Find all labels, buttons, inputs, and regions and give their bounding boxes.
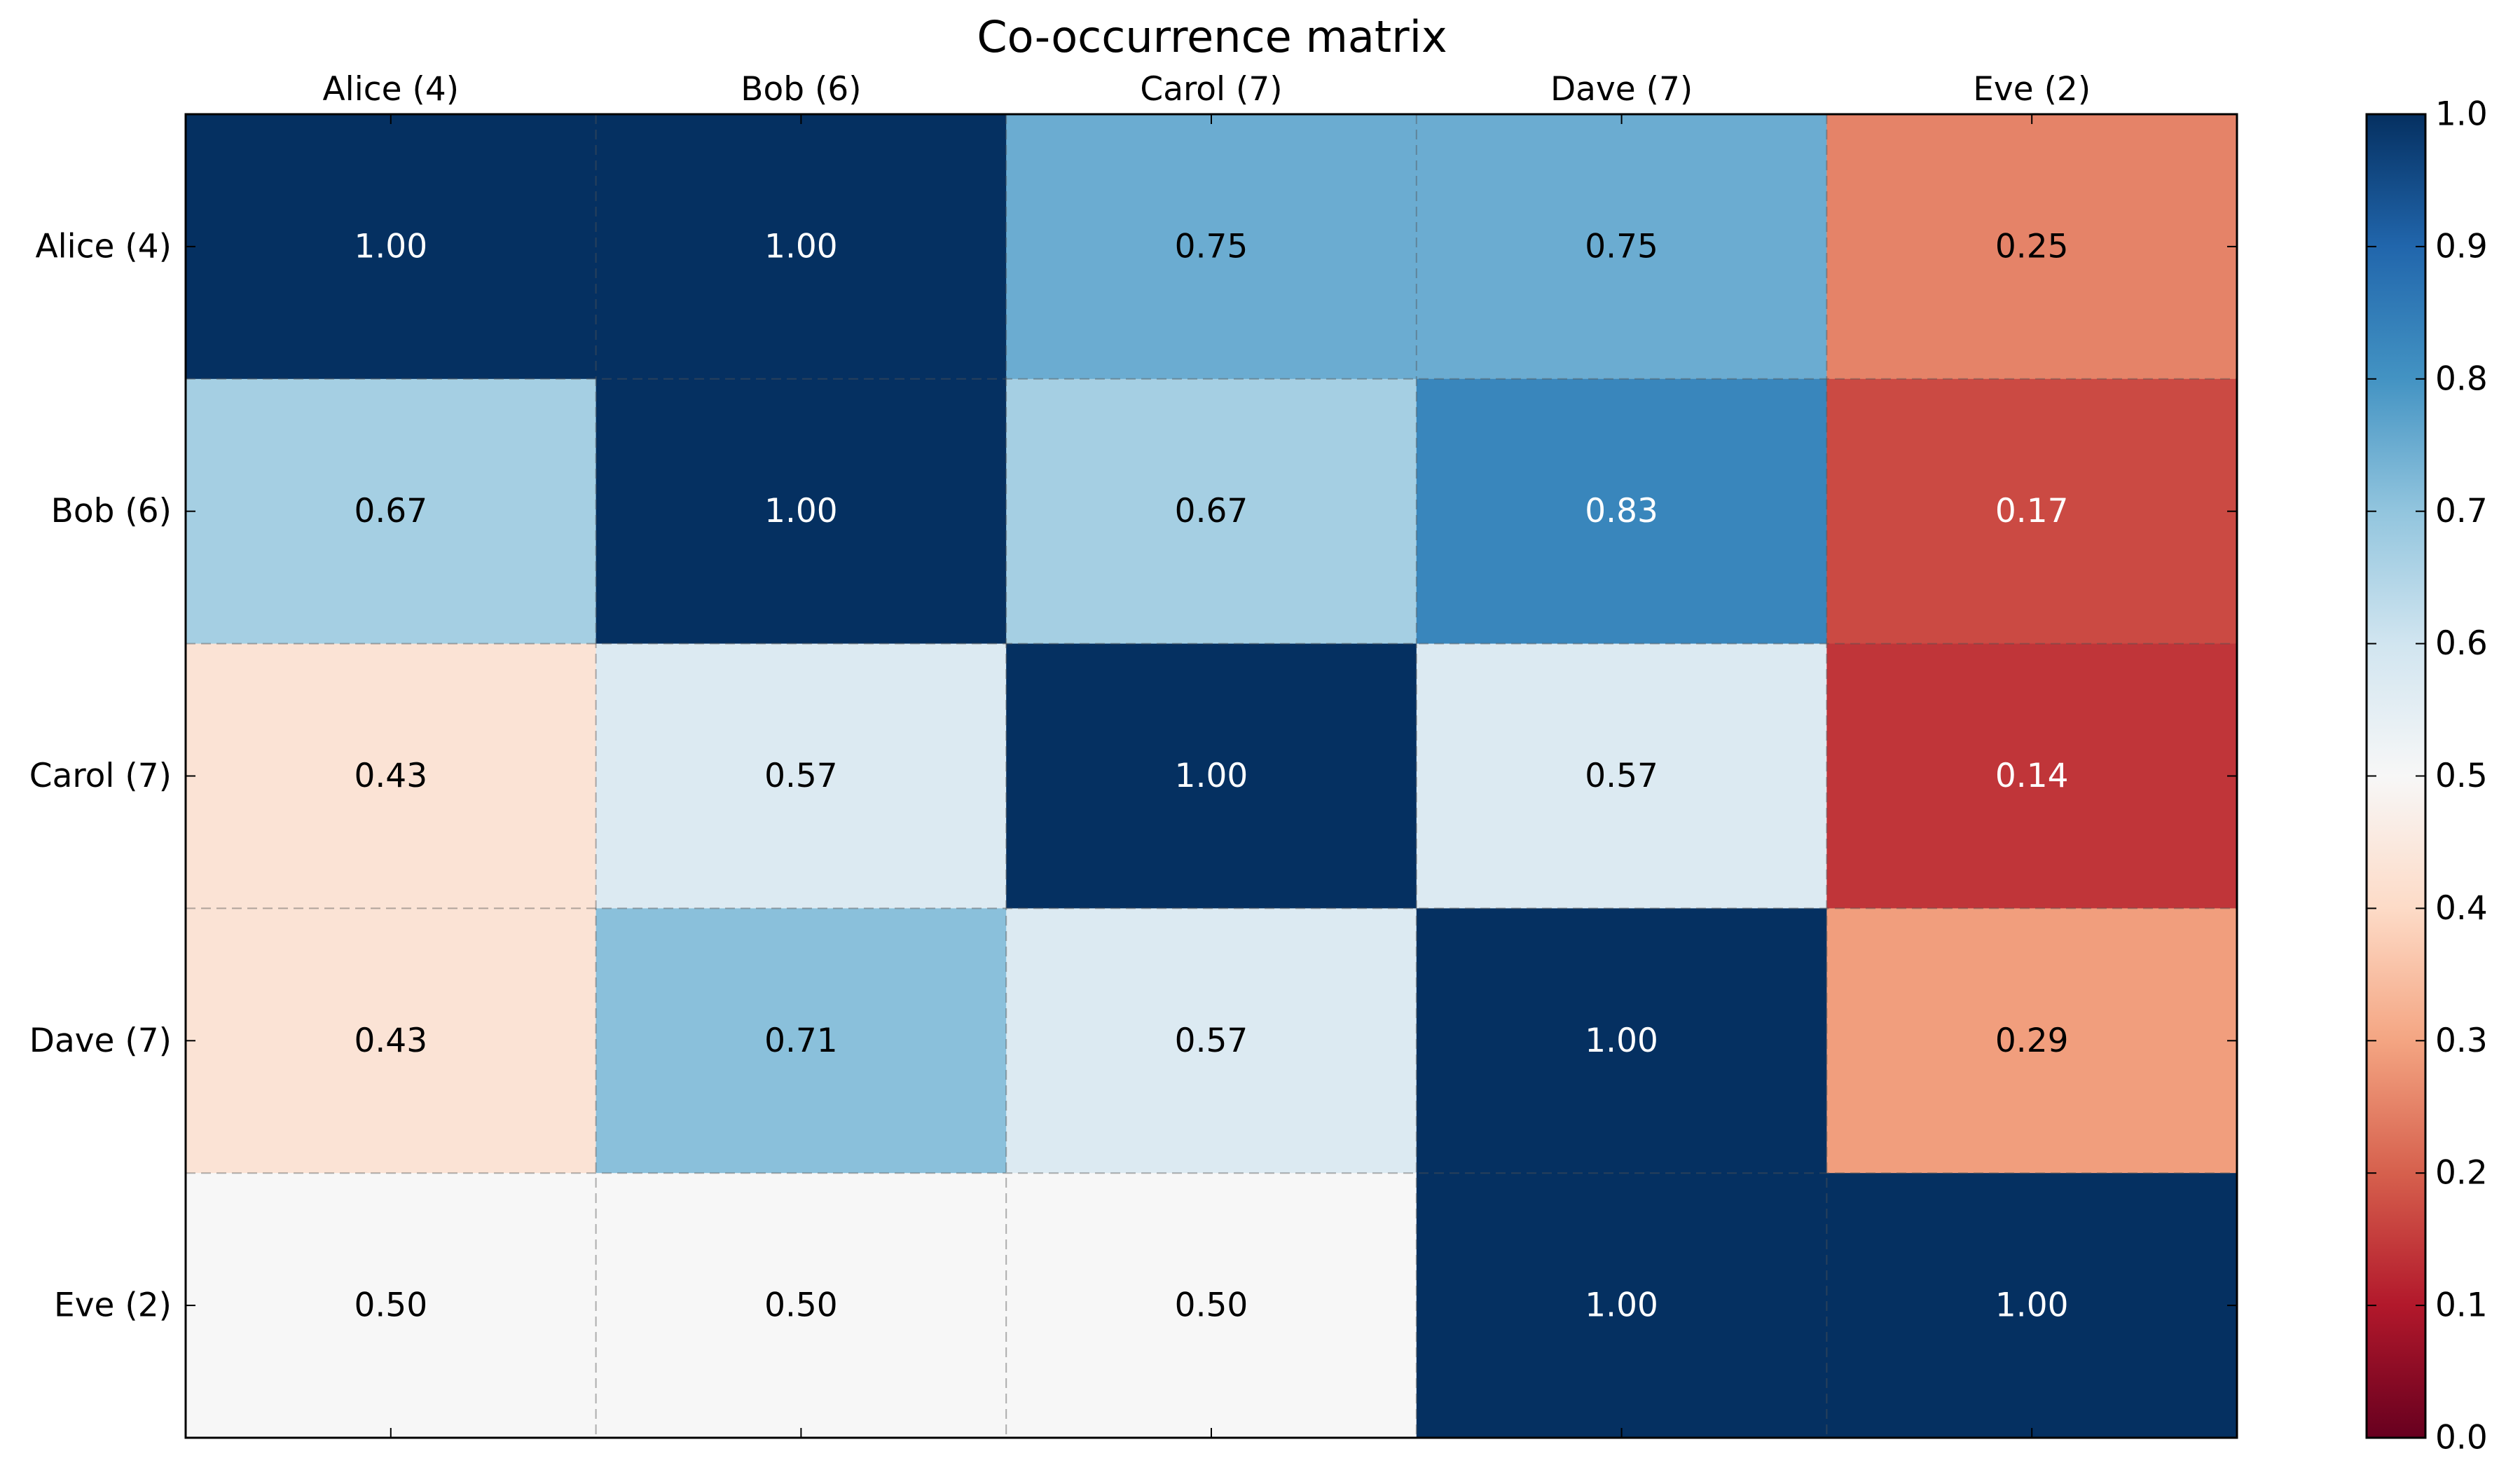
heatmap-cell [1416, 643, 1827, 909]
colorbar-tick-label: 0.2 [2435, 1154, 2488, 1193]
cell-value-label: 0.14 [1995, 757, 2069, 795]
heatmap-cell [595, 1173, 1007, 1438]
colorbar-tick-label: 0.8 [2435, 359, 2488, 398]
heatmap-cell [186, 908, 597, 1174]
heatmap-cell [186, 643, 597, 909]
heatmap-grid [186, 114, 2237, 1438]
heatmap-cell [1826, 643, 2238, 909]
colorbar-tick-label: 0.5 [2435, 757, 2488, 795]
y-axis-ticks: Alice (4) Bob (6) Carol (7) Dave (7) Eve (2) [29, 227, 2237, 1325]
colorbar-tick-label: 0.7 [2435, 492, 2488, 530]
cell-value-label: 0.50 [764, 1286, 838, 1325]
heatmap-cell [1006, 908, 1417, 1174]
cell-value-label: 0.29 [1995, 1022, 2069, 1060]
colorbar-tick-label: 0.4 [2435, 889, 2488, 928]
heatmap-cell [1416, 1173, 1827, 1438]
cell-value-label: 0.50 [1175, 1286, 1248, 1325]
heatmap-cell [1826, 378, 2238, 645]
heatmap-cell [1006, 643, 1417, 909]
chart-title: Co-occurrence matrix [977, 11, 1447, 62]
cell-value-label: 1.00 [1995, 1286, 2069, 1325]
cell-value-label: 1.00 [1585, 1286, 1658, 1325]
y-tick-label: Dave (7) [29, 1022, 172, 1060]
x-tick-label: Carol (7) [1140, 70, 1282, 109]
heatmap-cell [186, 378, 597, 645]
y-tick-label: Alice (4) [35, 227, 172, 266]
heatmap-cell [1416, 908, 1827, 1174]
cell-value-label: 0.67 [354, 492, 427, 530]
cell-value-label: 0.25 [1995, 227, 2069, 266]
cell-value-label: 0.67 [1175, 492, 1248, 530]
y-tick-label: Bob (6) [51, 492, 172, 530]
cell-value-label: 0.57 [1585, 757, 1658, 795]
colorbar-tick-label: 1.0 [2435, 95, 2488, 134]
y-tick-label: Eve (2) [54, 1286, 172, 1325]
heatmap-cell [1826, 908, 2238, 1174]
heatmap-cell [1006, 1173, 1417, 1438]
cell-value-label: 1.00 [764, 227, 838, 266]
heatmap-cell [186, 1173, 597, 1438]
colorbar-tick-label: 0.9 [2435, 227, 2488, 266]
heatmap-cell [1006, 114, 1417, 380]
heatmap-cell [595, 114, 1007, 380]
x-tick-label: Alice (4) [323, 70, 460, 109]
cell-value-label: 0.57 [764, 757, 838, 795]
y-tick-label: Carol (7) [29, 757, 172, 795]
cell-value-label: 0.57 [1175, 1022, 1248, 1060]
heatmap-cell [186, 114, 597, 380]
heatmap-cell [1826, 114, 2238, 380]
heatmap-cell [1006, 378, 1417, 645]
colorbar-tick-label: 0.3 [2435, 1022, 2488, 1060]
x-tick-label: Bob (6) [741, 70, 861, 109]
x-tick-label: Eve (2) [1973, 70, 2091, 109]
cell-value-label: 0.43 [354, 1022, 427, 1060]
heatmap-cell [595, 378, 1007, 645]
colorbar-tick-label: 0.1 [2435, 1286, 2488, 1325]
heatmap-cell [595, 643, 1007, 909]
heatmap-cell [1416, 114, 1827, 380]
heatmap-cell [1826, 1173, 2238, 1438]
cell-value-label: 0.75 [1175, 227, 1248, 266]
heatmap-frame [184, 113, 2238, 1439]
cell-value-label: 1.00 [1585, 1022, 1658, 1060]
cell-value-label: 0.83 [1585, 492, 1658, 530]
cell-value-label: 0.75 [1585, 227, 1658, 266]
cell-value-label: 0.50 [354, 1286, 427, 1325]
colorbar-ticks: 0.0 0.1 0.2 0.3 0.4 0.5 0.6 0.7 0.8 0.9 1.0 [2367, 95, 2488, 1457]
x-axis-ticks: Alice (4) Bob (6) Carol (7) Dave (7) Eve (2) [323, 70, 2091, 1438]
cell-value-label: 1.00 [764, 492, 838, 530]
cell-value-label: 1.00 [1175, 757, 1248, 795]
colorbar-tick-label: 0.6 [2435, 624, 2488, 663]
colorbar-tick-label: 0.0 [2435, 1419, 2488, 1457]
cell-value-label: 0.17 [1995, 492, 2069, 530]
heatmap-cell [1416, 378, 1827, 645]
x-tick-label: Dave (7) [1550, 70, 1693, 109]
cell-value-label: 1.00 [354, 227, 427, 266]
heatmap-cells [186, 114, 2238, 1438]
cell-value-label: 0.43 [354, 757, 427, 795]
heatmap-cell [595, 908, 1007, 1174]
cell-labels: 1.00 1.00 0.75 0.75 0.25 0.67 1.00 0.67 0.83 0.17… [354, 227, 2068, 1324]
cell-value-label: 0.71 [764, 1022, 838, 1060]
